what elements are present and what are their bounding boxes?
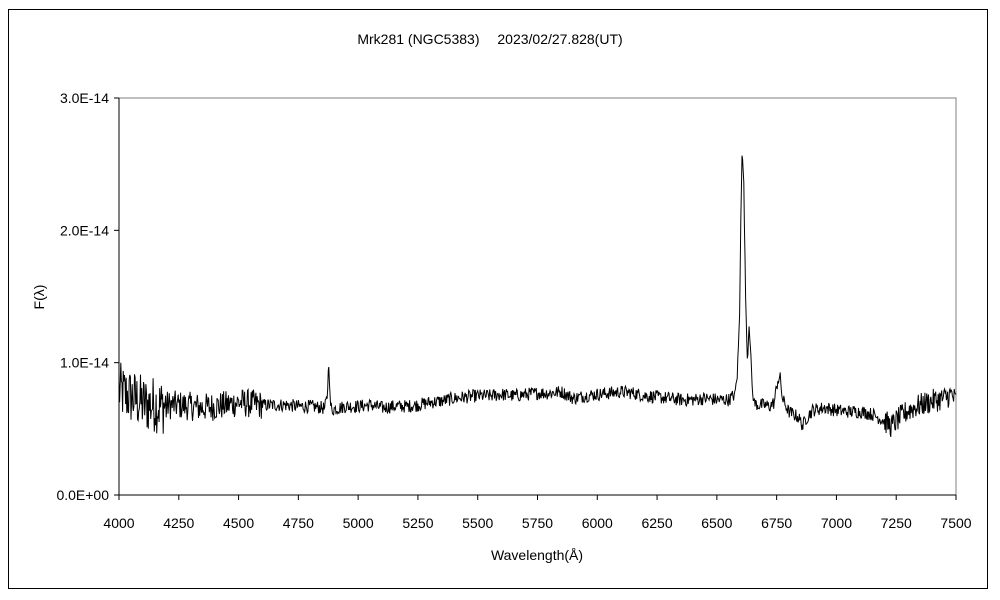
chart-frame xyxy=(8,9,988,589)
y-tick-label: 3.0E-14 xyxy=(60,90,109,106)
series-spectrum-line xyxy=(118,155,957,437)
x-tick-label: 4000 xyxy=(103,515,134,531)
x-tick-label: 5750 xyxy=(522,515,553,531)
x-tick-label: 4750 xyxy=(283,515,314,531)
x-tick-label: 4250 xyxy=(163,515,194,531)
x-tick-label: 7000 xyxy=(821,515,852,531)
y-axis-label: F(λ) xyxy=(31,285,47,310)
x-tick-label: 6250 xyxy=(641,515,672,531)
x-tick-label: 5000 xyxy=(343,515,374,531)
y-tick-label: 0.0E+00 xyxy=(56,487,109,503)
x-tick-label: 6000 xyxy=(582,515,613,531)
x-tick-label: 5500 xyxy=(462,515,493,531)
x-tick-group: 4000 4250 4500 4750 5000 5250 5500 5750 6000 6250… xyxy=(103,495,972,531)
x-tick-label: 5250 xyxy=(402,515,433,531)
x-axis-label: Wavelength(Å) xyxy=(491,547,583,563)
x-tick-label: 7250 xyxy=(881,515,912,531)
y-tick-group: 0.0E+00 1.0E-14 2.0E-14 3.0E-14 xyxy=(56,90,119,503)
chart-title: Mrk281 (NGC5383) 2023/02/27.828(UT) xyxy=(357,31,622,47)
x-tick-label: 4500 xyxy=(223,515,254,531)
plot-area xyxy=(118,97,957,496)
y-tick-label: 1.0E-14 xyxy=(60,355,109,371)
x-tick-label: 6500 xyxy=(701,515,732,531)
x-tick-label: 6750 xyxy=(761,515,792,531)
y-tick-label: 2.0E-14 xyxy=(60,222,109,238)
x-tick-label: 7500 xyxy=(940,515,971,531)
